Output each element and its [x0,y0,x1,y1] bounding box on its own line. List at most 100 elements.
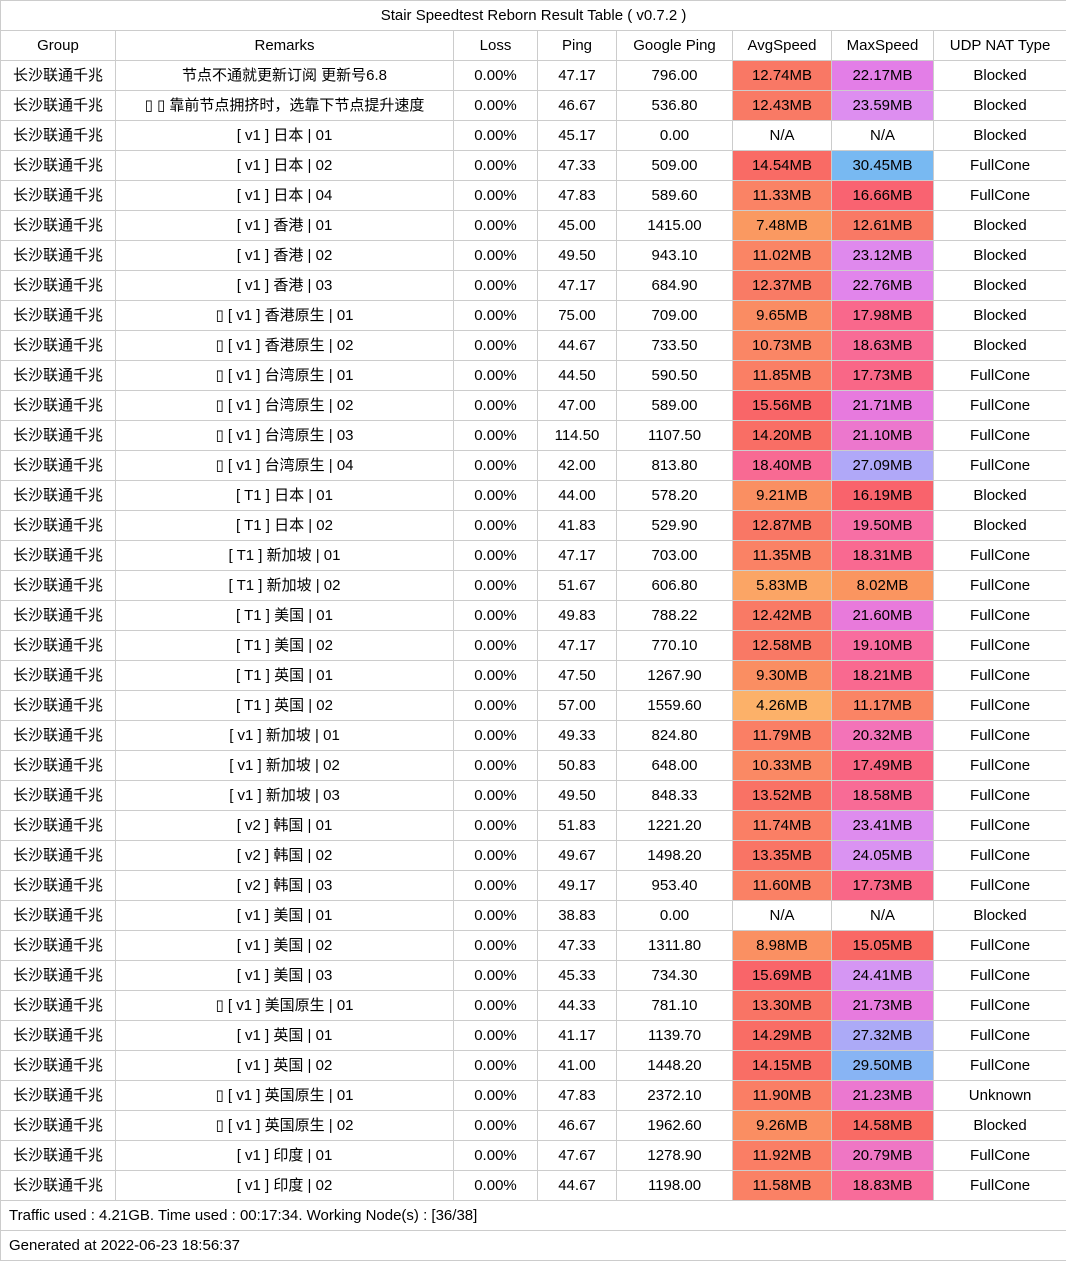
loss-cell: 0.00% [454,991,538,1021]
ping-cell: 47.33 [538,151,617,181]
loss-cell: 0.00% [454,781,538,811]
remarks-cell: [ v1 ] 新加坡 | 03 [116,781,454,811]
traffic-summary-row: Traffic used : 4.21GB. Time used : 00:17… [1,1201,1066,1231]
max-speed-cell: 18.31MB [832,541,934,571]
loss-cell: 0.00% [454,391,538,421]
google-ping-cell: 509.00 [617,151,733,181]
loss-cell: 0.00% [454,751,538,781]
ping-cell: 47.83 [538,1081,617,1111]
loss-cell: 0.00% [454,661,538,691]
google-ping-cell: 1278.90 [617,1141,733,1171]
avg-speed-cell: 13.30MB [733,991,832,1021]
loss-cell: 0.00% [454,601,538,631]
ping-cell: 44.50 [538,361,617,391]
avg-speed-cell: 12.87MB [733,511,832,541]
udp-nat-type-cell: FullCone [934,781,1066,811]
google-ping-cell: 589.00 [617,391,733,421]
avg-speed-cell: 15.56MB [733,391,832,421]
loss-cell: 0.00% [454,91,538,121]
remarks-cell: [ v2 ] 韩国 | 01 [116,811,454,841]
max-speed-cell: 17.73MB [832,871,934,901]
ping-cell: 41.83 [538,511,617,541]
ping-cell: 45.33 [538,961,617,991]
page-title: Stair Speedtest Reborn Result Table ( v0… [1,1,1066,31]
remarks-cell: 节点不通就更新订阅 更新号6.8 [116,61,454,91]
google-ping-cell: 953.40 [617,871,733,901]
group-cell: 长沙联通千兆 [1,1111,116,1141]
avg-speed-cell: 14.54MB [733,151,832,181]
avg-speed-cell: 9.26MB [733,1111,832,1141]
avg-speed-cell: 11.92MB [733,1141,832,1171]
ping-cell: 50.83 [538,751,617,781]
udp-nat-type-cell: FullCone [934,721,1066,751]
loss-cell: 0.00% [454,631,538,661]
google-ping-cell: 2372.10 [617,1081,733,1111]
avg-speed-cell: 12.42MB [733,601,832,631]
loss-cell: 0.00% [454,151,538,181]
avg-speed-cell: 14.20MB [733,421,832,451]
google-ping-cell: 606.80 [617,571,733,601]
max-speed-cell: 19.10MB [832,631,934,661]
remarks-cell: [ T1 ] 美国 | 02 [116,631,454,661]
avg-speed-cell: 11.85MB [733,361,832,391]
google-ping-cell: 1139.70 [617,1021,733,1051]
loss-cell: 0.00% [454,1051,538,1081]
udp-nat-type-cell: FullCone [934,1141,1066,1171]
udp-nat-type-cell: FullCone [934,811,1066,841]
avg-speed-cell: N/A [733,121,832,151]
udp-nat-type-cell: FullCone [934,661,1066,691]
ping-cell: 38.83 [538,901,617,931]
remarks-cell: [ v1 ] 日本 | 01 [116,121,454,151]
loss-cell: 0.00% [454,841,538,871]
avg-speed-cell: 4.26MB [733,691,832,721]
remarks-cell: [ v1 ] 美国 | 03 [116,961,454,991]
max-speed-cell: 21.23MB [832,1081,934,1111]
loss-cell: 0.00% [454,421,538,451]
google-ping-cell: 578.20 [617,481,733,511]
max-speed-cell: 23.12MB [832,241,934,271]
google-ping-cell: 0.00 [617,121,733,151]
max-speed-cell: 21.10MB [832,421,934,451]
group-cell: 长沙联通千兆 [1,631,116,661]
max-speed-cell: 14.58MB [832,1111,934,1141]
ping-cell: 49.83 [538,601,617,631]
ping-cell: 75.00 [538,301,617,331]
group-cell: 长沙联通千兆 [1,1171,116,1201]
group-cell: 长沙联通千兆 [1,721,116,751]
udp-nat-type-cell: Blocked [934,61,1066,91]
avg-speed-cell: 12.37MB [733,271,832,301]
remarks-cell: [ v1 ] 日本 | 02 [116,151,454,181]
remarks-cell: ▯ [ v1 ] 英国原生 | 02 [116,1111,454,1141]
ping-cell: 41.00 [538,1051,617,1081]
loss-cell: 0.00% [454,121,538,151]
group-cell: 长沙联通千兆 [1,121,116,151]
group-cell: 长沙联通千兆 [1,1021,116,1051]
ping-cell: 44.33 [538,991,617,1021]
group-cell: 长沙联通千兆 [1,811,116,841]
max-speed-cell: 27.32MB [832,1021,934,1051]
column-header-loss: Loss [454,31,538,61]
column-header-group: Group [1,31,116,61]
remarks-cell: [ v1 ] 新加坡 | 02 [116,751,454,781]
loss-cell: 0.00% [454,1021,538,1051]
group-cell: 长沙联通千兆 [1,511,116,541]
remarks-cell: ▯ [ v1 ] 美国原生 | 01 [116,991,454,1021]
max-speed-cell: 12.61MB [832,211,934,241]
max-speed-cell: 16.19MB [832,481,934,511]
udp-nat-type-cell: FullCone [934,961,1066,991]
avg-speed-cell: 12.74MB [733,61,832,91]
google-ping-cell: 734.30 [617,961,733,991]
avg-speed-cell: 11.58MB [733,1171,832,1201]
remarks-cell: [ v1 ] 香港 | 03 [116,271,454,301]
